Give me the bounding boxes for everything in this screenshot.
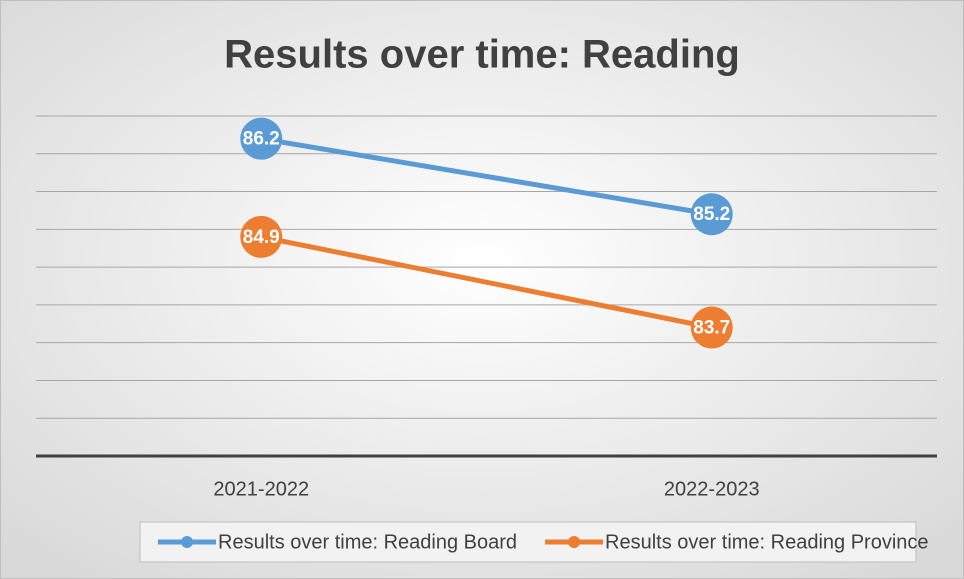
x-tick-label: 2021-2022 [213, 478, 309, 500]
chart-title: Results over time: Reading [224, 33, 740, 77]
legend [139, 521, 917, 563]
data-point [690, 306, 733, 349]
legend-swatch-marker [568, 536, 581, 548]
data-point [690, 193, 733, 236]
data-label: 86.2 [243, 129, 280, 150]
series-line [260, 136, 713, 217]
data-label: 83.7 [693, 318, 730, 339]
legend-swatch-marker [181, 536, 193, 548]
data-point [240, 117, 283, 160]
legend-label: Results over time: Reading Province [605, 531, 928, 553]
data-point [240, 215, 283, 258]
x-tick-label: 2022-2023 [664, 478, 760, 500]
data-label: 84.9 [243, 227, 280, 248]
series-line [260, 234, 713, 331]
legend-label: Results over time: Reading Board [218, 531, 517, 553]
data-label: 85.2 [693, 204, 730, 225]
